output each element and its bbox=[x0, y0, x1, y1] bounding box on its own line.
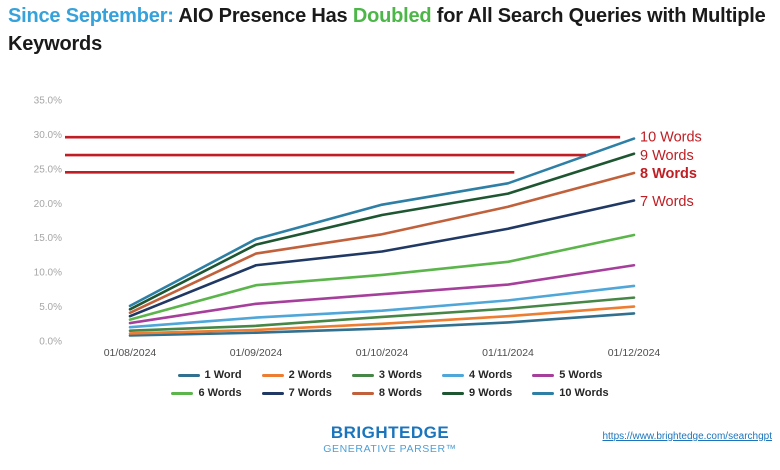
legend-swatch-2-words bbox=[261, 373, 284, 377]
x-axis-tick-label: 01/09/2024 bbox=[230, 347, 283, 359]
series-line-5-words bbox=[128, 263, 636, 325]
legend-item-6-words: 6 Words bbox=[171, 387, 242, 399]
x-axis-tick-label: 01/10/2024 bbox=[356, 347, 409, 359]
legend-swatch-1-word bbox=[177, 373, 200, 377]
series-line-10-words bbox=[128, 137, 636, 308]
legend-label-5-words: 5 Words bbox=[559, 369, 603, 381]
x-axis-tick-label: 01/11/2024 bbox=[482, 347, 534, 359]
series-line-3-words bbox=[128, 296, 636, 332]
y-axis-tick-label: 35.0% bbox=[34, 96, 62, 107]
red-annotation-label-7-words: 7 Words bbox=[640, 194, 694, 210]
y-axis-tick-label: 5.0% bbox=[39, 302, 62, 313]
title-segment-green: Doubled bbox=[352, 5, 432, 27]
brand-subtitle: GENERATIVE PARSER™ bbox=[323, 442, 457, 455]
legend-label-7-words: 7 Words bbox=[288, 387, 332, 399]
legend-label-6-words: 6 Words bbox=[198, 387, 242, 399]
title-segment-blue: Since September: bbox=[8, 5, 174, 27]
legend-row-2: 6 Words 7 Words 8 Words 9 Words 10 Words bbox=[171, 387, 609, 399]
series-line-7-words bbox=[128, 199, 636, 318]
legend-item-3-words: 3 Words bbox=[351, 369, 423, 381]
legend-item-4-words: 4 Words bbox=[442, 369, 512, 381]
legend-item-9-words: 9 Words bbox=[442, 387, 512, 399]
brand-name: BRIGHTEDGE bbox=[330, 423, 450, 442]
legend-item-7-words: 7 Words bbox=[261, 387, 332, 399]
legend-swatch-10-words bbox=[532, 391, 555, 395]
y-axis-tick-label: 15.0% bbox=[34, 233, 62, 244]
x-axis-tick-label: 01/08/2024 bbox=[104, 347, 157, 359]
page-title: Since September: AIO Presence Has Double… bbox=[8, 2, 772, 58]
x-axis-tick-label: 01/12/2024 bbox=[608, 347, 661, 359]
y-axis-tick-label: 25.0% bbox=[34, 164, 62, 175]
red-annotation-label-9-words: 9 Words bbox=[640, 148, 694, 164]
legend-swatch-3-words bbox=[351, 373, 374, 377]
legend-label-2-words: 2 Words bbox=[288, 369, 332, 381]
title-segment-dark-2: for All Search Queries with Multiple Key… bbox=[8, 5, 766, 55]
series-line-1-word bbox=[128, 312, 636, 337]
legend-label-1-word: 1 Word bbox=[204, 369, 242, 381]
series-line-6-words bbox=[128, 233, 636, 321]
legend-row-1: 1 Word 2 Words 3 Words 4 Words 5 Words bbox=[177, 369, 602, 381]
legend-item-10-words: 10 Words bbox=[532, 387, 609, 399]
series-line-8-words bbox=[128, 171, 636, 315]
legend-swatch-4-words bbox=[442, 373, 465, 377]
legend-swatch-7-words bbox=[261, 391, 284, 395]
title-segment-dark-1: AIO Presence Has bbox=[173, 5, 353, 27]
legend-swatch-8-words bbox=[351, 391, 374, 395]
legend-label-8-words: 8 Words bbox=[378, 387, 423, 399]
legend-item-5-words: 5 Words bbox=[532, 369, 602, 381]
legend-item-1-word: 1 Word bbox=[177, 369, 242, 381]
legend-swatch-6-words bbox=[171, 391, 194, 395]
y-axis-tick-label: 0.0% bbox=[39, 337, 62, 348]
chart-legend: 1 Word 2 Words 3 Words 4 Words 5 Words 6 Wor… bbox=[0, 369, 780, 399]
footer-link[interactable]: https://www.brightedge.com/searchgpt bbox=[602, 431, 772, 442]
legend-label-4-words: 4 Words bbox=[469, 369, 513, 381]
y-axis-tick-label: 10.0% bbox=[34, 268, 62, 279]
y-axis-tick-label: 20.0% bbox=[34, 199, 62, 210]
red-annotation-label-8-words: 8 Words bbox=[640, 166, 697, 182]
series-line-2-words bbox=[128, 305, 636, 335]
legend-label-10-words: 10 Words bbox=[559, 387, 609, 399]
legend-label-3-words: 3 Words bbox=[378, 369, 423, 381]
legend-item-2-words: 2 Words bbox=[261, 369, 332, 381]
legend-label-9-words: 9 Words bbox=[469, 387, 513, 399]
series-line-9-words bbox=[128, 152, 636, 311]
series-line-4-words bbox=[128, 284, 636, 329]
legend-swatch-5-words bbox=[532, 373, 555, 377]
red-annotation-label-10-words: 10 Words bbox=[640, 129, 702, 145]
legend-swatch-9-words bbox=[442, 391, 465, 395]
legend-item-8-words: 8 Words bbox=[351, 387, 423, 399]
brightedge-logo: BRIGHTEDGE GENERATIVE PARSER™ bbox=[0, 423, 780, 455]
y-axis-tick-label: 30.0% bbox=[34, 130, 62, 141]
